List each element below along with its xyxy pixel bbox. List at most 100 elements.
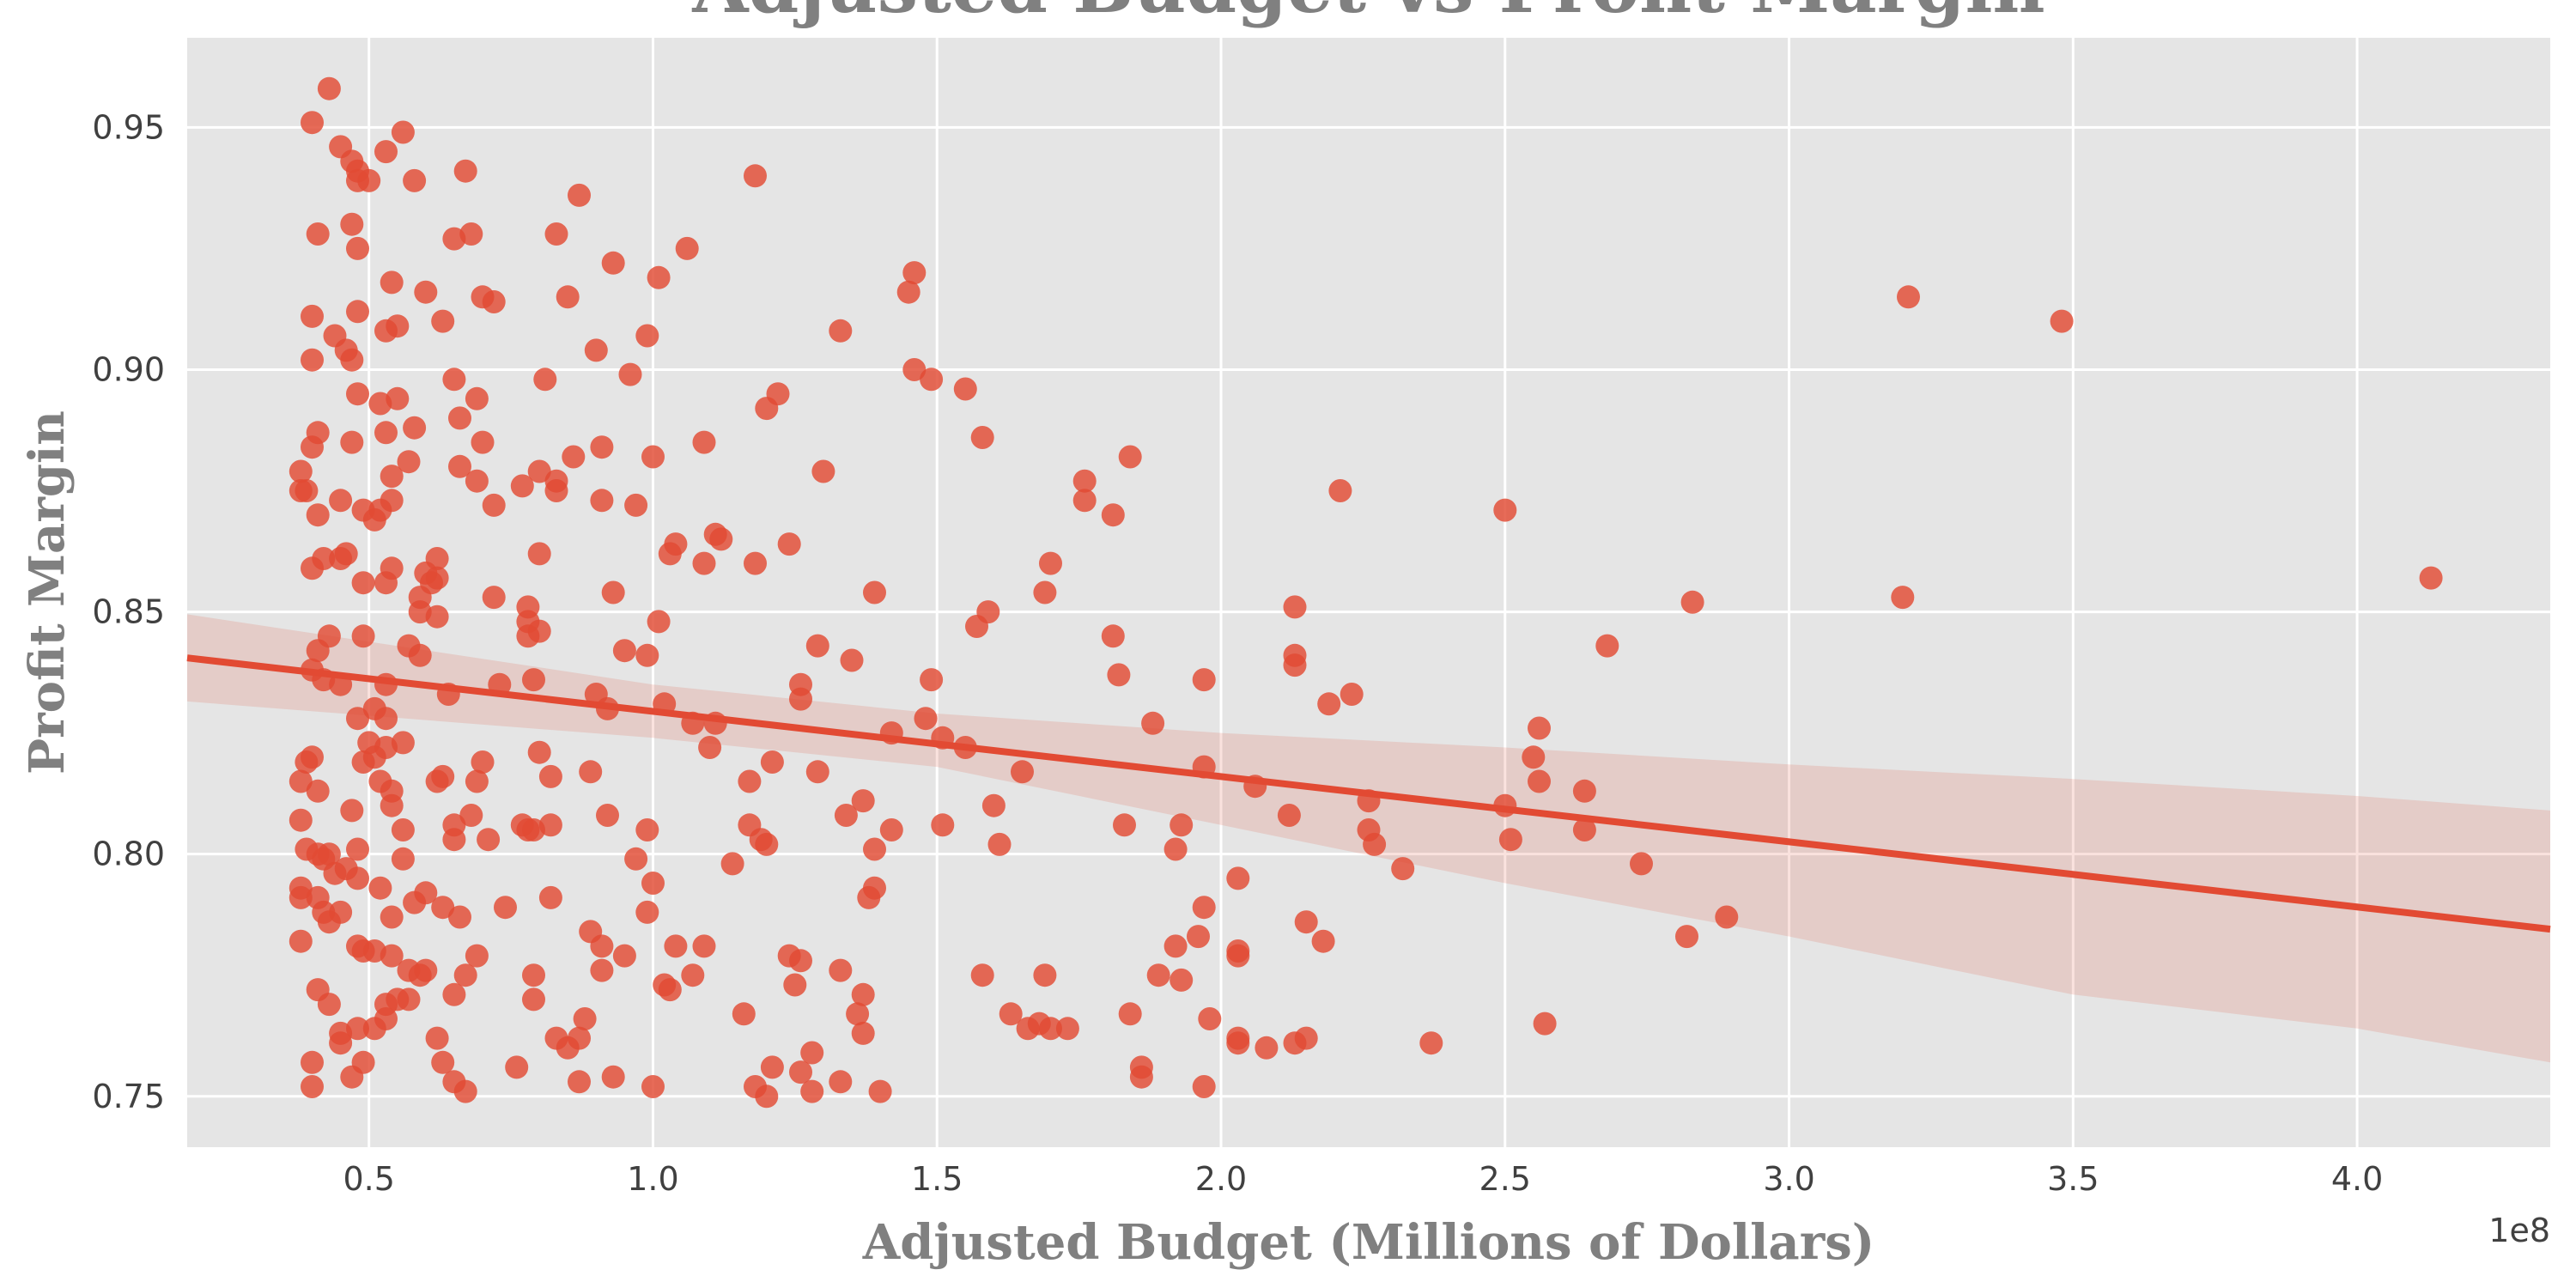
x-axis-ticks: 0.5 1.0 1.5 2.0 2.5 3.0 3.5 4.0 (343, 1160, 2383, 1198)
data-point (635, 643, 659, 667)
data-point (482, 586, 506, 610)
data-point (755, 832, 779, 856)
data-point (658, 978, 682, 1002)
data-point (465, 769, 489, 793)
y-axis-ticks: 0.75 0.80 0.85 0.90 0.95 (92, 108, 165, 1115)
data-point (800, 1079, 824, 1103)
data-point (442, 828, 466, 852)
data-point (431, 896, 455, 920)
data-point (465, 469, 489, 493)
data-point (970, 426, 994, 449)
data-point (1118, 1002, 1142, 1026)
data-point (635, 324, 659, 348)
data-point (380, 270, 404, 295)
data-point (1528, 769, 1551, 793)
data-point (1419, 1031, 1443, 1055)
data-point (1630, 852, 1653, 876)
x-tick-label: 3.0 (1763, 1160, 1814, 1198)
data-point (573, 1007, 597, 1030)
data-point (931, 813, 955, 837)
data-point (590, 958, 614, 982)
data-point (346, 382, 369, 406)
data-point (386, 314, 410, 338)
data-point (448, 406, 471, 430)
data-point (538, 813, 562, 837)
data-point (346, 707, 369, 731)
data-point (692, 430, 716, 454)
data-point (857, 885, 881, 909)
data-point (1340, 683, 1364, 706)
data-point (306, 779, 330, 803)
data-point (579, 760, 603, 784)
data-point (1187, 925, 1210, 949)
data-point (544, 222, 568, 246)
data-point (851, 1021, 875, 1045)
data-point (329, 900, 353, 924)
data-point (1226, 944, 1250, 968)
data-point (1101, 624, 1125, 648)
x-tick-label: 4.0 (2331, 1160, 2383, 1198)
data-point (289, 885, 313, 909)
data-point (1277, 804, 1301, 827)
data-point (863, 837, 886, 861)
data-point (664, 934, 688, 958)
data-point (789, 1060, 812, 1084)
data-point (981, 793, 1005, 817)
data-point (914, 707, 938, 731)
data-point (544, 479, 568, 502)
data-points (289, 76, 2443, 1109)
data-point (403, 168, 427, 192)
data-point (374, 707, 398, 731)
data-point (1675, 925, 1698, 949)
data-point (408, 643, 432, 667)
data-point (1118, 445, 1142, 469)
data-point (380, 793, 404, 817)
data-point (641, 445, 665, 469)
data-point (760, 750, 784, 774)
data-point (527, 459, 551, 483)
data-point (1283, 595, 1307, 619)
data-point (829, 1070, 853, 1094)
data-point (334, 542, 358, 566)
data-point (431, 1050, 455, 1074)
data-point (1170, 813, 1194, 837)
data-point (1055, 1017, 1079, 1041)
data-point (301, 556, 324, 580)
data-point (800, 1041, 824, 1065)
data-point (301, 348, 324, 372)
data-point (346, 1017, 369, 1041)
data-point (732, 1002, 756, 1026)
data-point (453, 963, 477, 987)
data-point (920, 368, 944, 392)
data-point (391, 120, 415, 144)
data-point (494, 896, 517, 920)
data-point (1192, 896, 1216, 920)
data-point (346, 866, 369, 890)
data-point (306, 222, 330, 246)
y-tick-label: 0.80 (92, 835, 165, 873)
x-tick-label: 2.0 (1195, 1160, 1247, 1198)
data-point (1680, 590, 1704, 614)
data-point (465, 944, 489, 968)
data-point (851, 789, 875, 813)
data-point (317, 993, 341, 1017)
data-point (505, 1055, 529, 1079)
data-point (720, 852, 744, 876)
data-point (1072, 489, 1097, 513)
data-point (295, 479, 319, 502)
data-point (789, 949, 812, 973)
data-point (442, 982, 466, 1006)
data-point (448, 905, 471, 929)
data-point (624, 847, 648, 871)
data-point (1897, 285, 1920, 309)
data-point (584, 338, 608, 362)
data-point (374, 421, 398, 445)
data-point (522, 668, 545, 692)
data-point (340, 1065, 364, 1089)
data-point (863, 580, 886, 605)
data-point (459, 804, 483, 827)
data-point (340, 799, 364, 823)
data-point (1294, 1026, 1318, 1050)
data-point (425, 1026, 449, 1050)
data-point (635, 818, 659, 841)
